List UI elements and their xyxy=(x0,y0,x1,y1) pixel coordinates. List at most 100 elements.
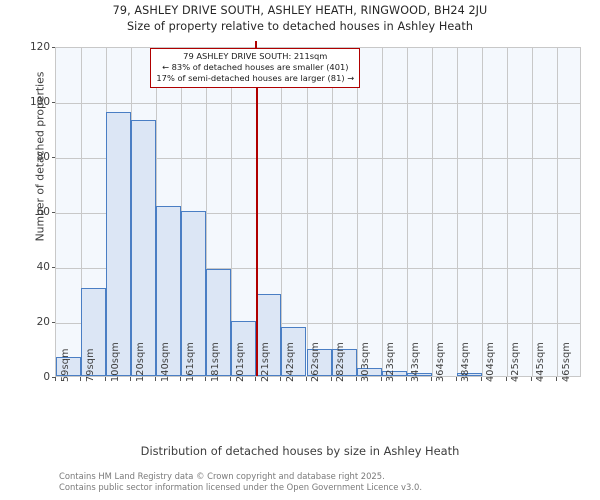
x-axis-title: Distribution of detached houses by size … xyxy=(140,444,460,458)
histogram-bar xyxy=(106,112,132,376)
x-tick-label: 364sqm xyxy=(435,342,447,382)
annotation-line-1: 79 ASHLEY DRIVE SOUTH: 211sqm xyxy=(183,51,328,61)
x-tick-mark xyxy=(130,377,132,381)
histogram-bar xyxy=(281,326,307,376)
x-tick-label: 465sqm xyxy=(560,342,572,382)
plot-area xyxy=(55,47,581,377)
gridline-horizontal xyxy=(56,323,580,324)
histogram-bar xyxy=(456,373,482,376)
histogram-bar xyxy=(231,321,257,376)
x-tick-mark xyxy=(480,377,482,381)
x-tick-mark xyxy=(530,377,532,381)
gridline-horizontal xyxy=(56,103,580,104)
histogram-bar xyxy=(381,370,407,376)
histogram-bar xyxy=(206,268,232,376)
x-tick-label: 221sqm xyxy=(259,342,271,382)
gridline-horizontal xyxy=(56,213,580,214)
gridline-vertical xyxy=(456,48,458,376)
x-tick-label: 120sqm xyxy=(134,342,146,382)
histogram-bar xyxy=(356,367,382,376)
histogram-bar xyxy=(156,205,182,376)
x-tick-mark xyxy=(55,377,56,381)
y-tick-label: 80 xyxy=(36,151,50,163)
y-tick-label: 60 xyxy=(36,206,50,218)
y-axis: Number of detached properties 0 20 40 60 80 1… xyxy=(0,0,55,500)
histogram-bar xyxy=(131,120,157,376)
footer-line-1: Contains HM Land Registry data © Crown c… xyxy=(59,471,385,481)
x-tick-label: 303sqm xyxy=(360,342,372,382)
y-tick-mark xyxy=(51,322,55,323)
x-tick-mark xyxy=(255,377,257,381)
x-tick-mark xyxy=(180,377,182,381)
bars-layer xyxy=(56,48,580,376)
x-tick-mark xyxy=(105,377,107,381)
y-tick-mark xyxy=(51,377,55,378)
gridline-horizontal xyxy=(56,268,580,269)
x-tick-label: 59sqm xyxy=(59,348,71,382)
x-tick-label: 201sqm xyxy=(234,342,246,382)
property-size-marker-line xyxy=(256,48,258,376)
x-tick-label: 100sqm xyxy=(109,342,121,382)
chart-subtitle: Size of property relative to detached ho… xyxy=(126,20,474,33)
x-tick-label: 79sqm xyxy=(84,348,96,382)
y-tick-label: 0 xyxy=(43,371,50,383)
gridline-vertical xyxy=(281,48,283,376)
x-tick-mark xyxy=(405,377,407,381)
x-tick-mark xyxy=(330,377,332,381)
x-tick-label: 445sqm xyxy=(535,342,547,382)
x-tick-mark xyxy=(556,377,557,381)
annotation-line-2: ← 83% of detached houses are smaller (40… xyxy=(162,62,349,72)
gridline-vertical xyxy=(557,48,558,376)
x-tick-mark xyxy=(455,377,457,381)
gridline-vertical xyxy=(431,48,433,376)
x-tick-label: 140sqm xyxy=(159,342,171,382)
x-tick-label: 282sqm xyxy=(335,342,346,382)
x-tick-mark xyxy=(155,377,157,381)
gridline-vertical xyxy=(506,48,508,376)
y-tick-label: 40 xyxy=(36,261,50,273)
gridline-vertical xyxy=(306,48,308,376)
x-tick-mark xyxy=(355,377,357,381)
x-tick-label: 425sqm xyxy=(510,342,522,382)
gridline-vertical xyxy=(531,48,533,376)
x-tick-mark xyxy=(505,377,507,381)
x-tick-label: 384sqm xyxy=(460,342,472,382)
y-tick-mark xyxy=(51,212,55,213)
y-tick-label: 100 xyxy=(29,96,50,108)
histogram-bar xyxy=(406,373,432,376)
chart-title: 79, ASHLEY DRIVE SOUTH, ASHLEY HEATH, RI… xyxy=(112,4,488,17)
gridline-vertical xyxy=(231,48,233,376)
y-tick-label: 120 xyxy=(29,41,50,53)
x-tick-mark xyxy=(80,377,81,381)
chart-title-block: 79, ASHLEY DRIVE SOUTH, ASHLEY HEATH, RI… xyxy=(0,3,600,35)
property-size-marker-line-extension xyxy=(255,41,257,48)
histogram-bar xyxy=(56,356,81,376)
histogram-bar xyxy=(256,293,282,376)
gridline-vertical xyxy=(481,48,483,376)
y-tick-label: 20 xyxy=(36,316,50,328)
annotation-line-3: 17% of semi-detached houses are larger (… xyxy=(156,73,355,83)
x-tick-label: 323sqm xyxy=(385,342,397,382)
histogram-bar xyxy=(331,348,357,376)
x-tick-mark xyxy=(430,377,432,381)
gridline-vertical xyxy=(381,48,383,376)
gridline-horizontal xyxy=(56,158,580,159)
property-annotation-box: 79 ASHLEY DRIVE SOUTH: 211sqm ← 83% of d… xyxy=(150,48,361,88)
gridline-vertical xyxy=(356,48,358,376)
x-tick-label: 181sqm xyxy=(209,342,221,382)
x-tick-mark xyxy=(280,377,282,381)
x-tick-mark xyxy=(230,377,232,381)
attribution-footer: Contains HM Land Registry data © Crown c… xyxy=(59,471,579,492)
histogram-bar xyxy=(181,211,207,376)
x-tick-label: 161sqm xyxy=(184,342,196,382)
y-tick-mark xyxy=(51,47,55,48)
x-tick-label: 343sqm xyxy=(410,342,422,382)
y-tick-mark xyxy=(51,102,55,103)
gridline-vertical xyxy=(206,48,208,376)
x-tick-label: 262sqm xyxy=(310,342,321,382)
gridline-vertical xyxy=(406,48,408,376)
gridline-vertical xyxy=(81,48,82,376)
x-tick-mark xyxy=(380,377,382,381)
histogram-bar xyxy=(81,288,106,376)
